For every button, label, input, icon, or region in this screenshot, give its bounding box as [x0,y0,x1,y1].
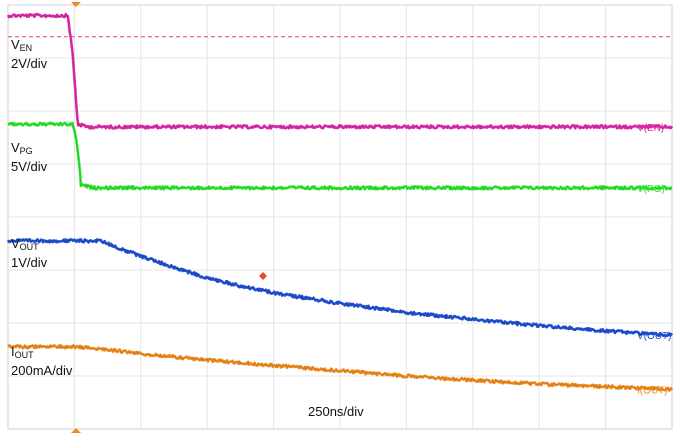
grid [7,4,673,430]
trace-en-noise [7,13,673,129]
tag-en: V(EN) [637,123,664,134]
traces [6,12,674,392]
trace-out-noise [7,238,673,337]
trigger-marker-bottom [71,428,81,433]
trace-tags: V(EN) V(PG) V(OUT) I(OUT) [637,123,671,396]
label-iout: IOUT 200mA/div [11,344,72,378]
label-vout: VOUT 1V/div [11,236,47,270]
label-vout-sub: OUT [19,242,39,252]
tag-pg: V(PG) [637,184,665,195]
trigger-marker-top [71,2,81,7]
trace-out [6,344,674,392]
label-vout-main: V [11,236,20,251]
label-iout-main: I [11,344,15,359]
label-ven-main: V [11,37,20,52]
label-ven-sub: EN [19,43,33,53]
trace-pg-noise [7,122,673,190]
trace-pg [7,121,673,191]
timebase-label: 250ns/div [308,404,364,419]
label-iout-sub: OUT [14,350,34,360]
label-vpg-main: V [11,140,20,155]
label-ven-scale: 2V/div [11,56,48,71]
label-vpg: VPG 5V/div [11,140,47,174]
tag-out: I(OUT) [637,385,668,396]
label-vpg-sub: PG [19,146,33,156]
label-iout-scale: 200mA/div [11,363,73,378]
cursor-marker [259,272,267,280]
trace-en [6,12,674,130]
label-ven: VEN 2V/div [11,37,47,71]
label-vpg-scale: 5V/div [11,159,48,174]
trace-out-noise [7,344,673,391]
tag-out: V(OUT) [637,331,671,342]
trace-out [6,238,674,338]
label-vout-scale: 1V/div [11,255,48,270]
